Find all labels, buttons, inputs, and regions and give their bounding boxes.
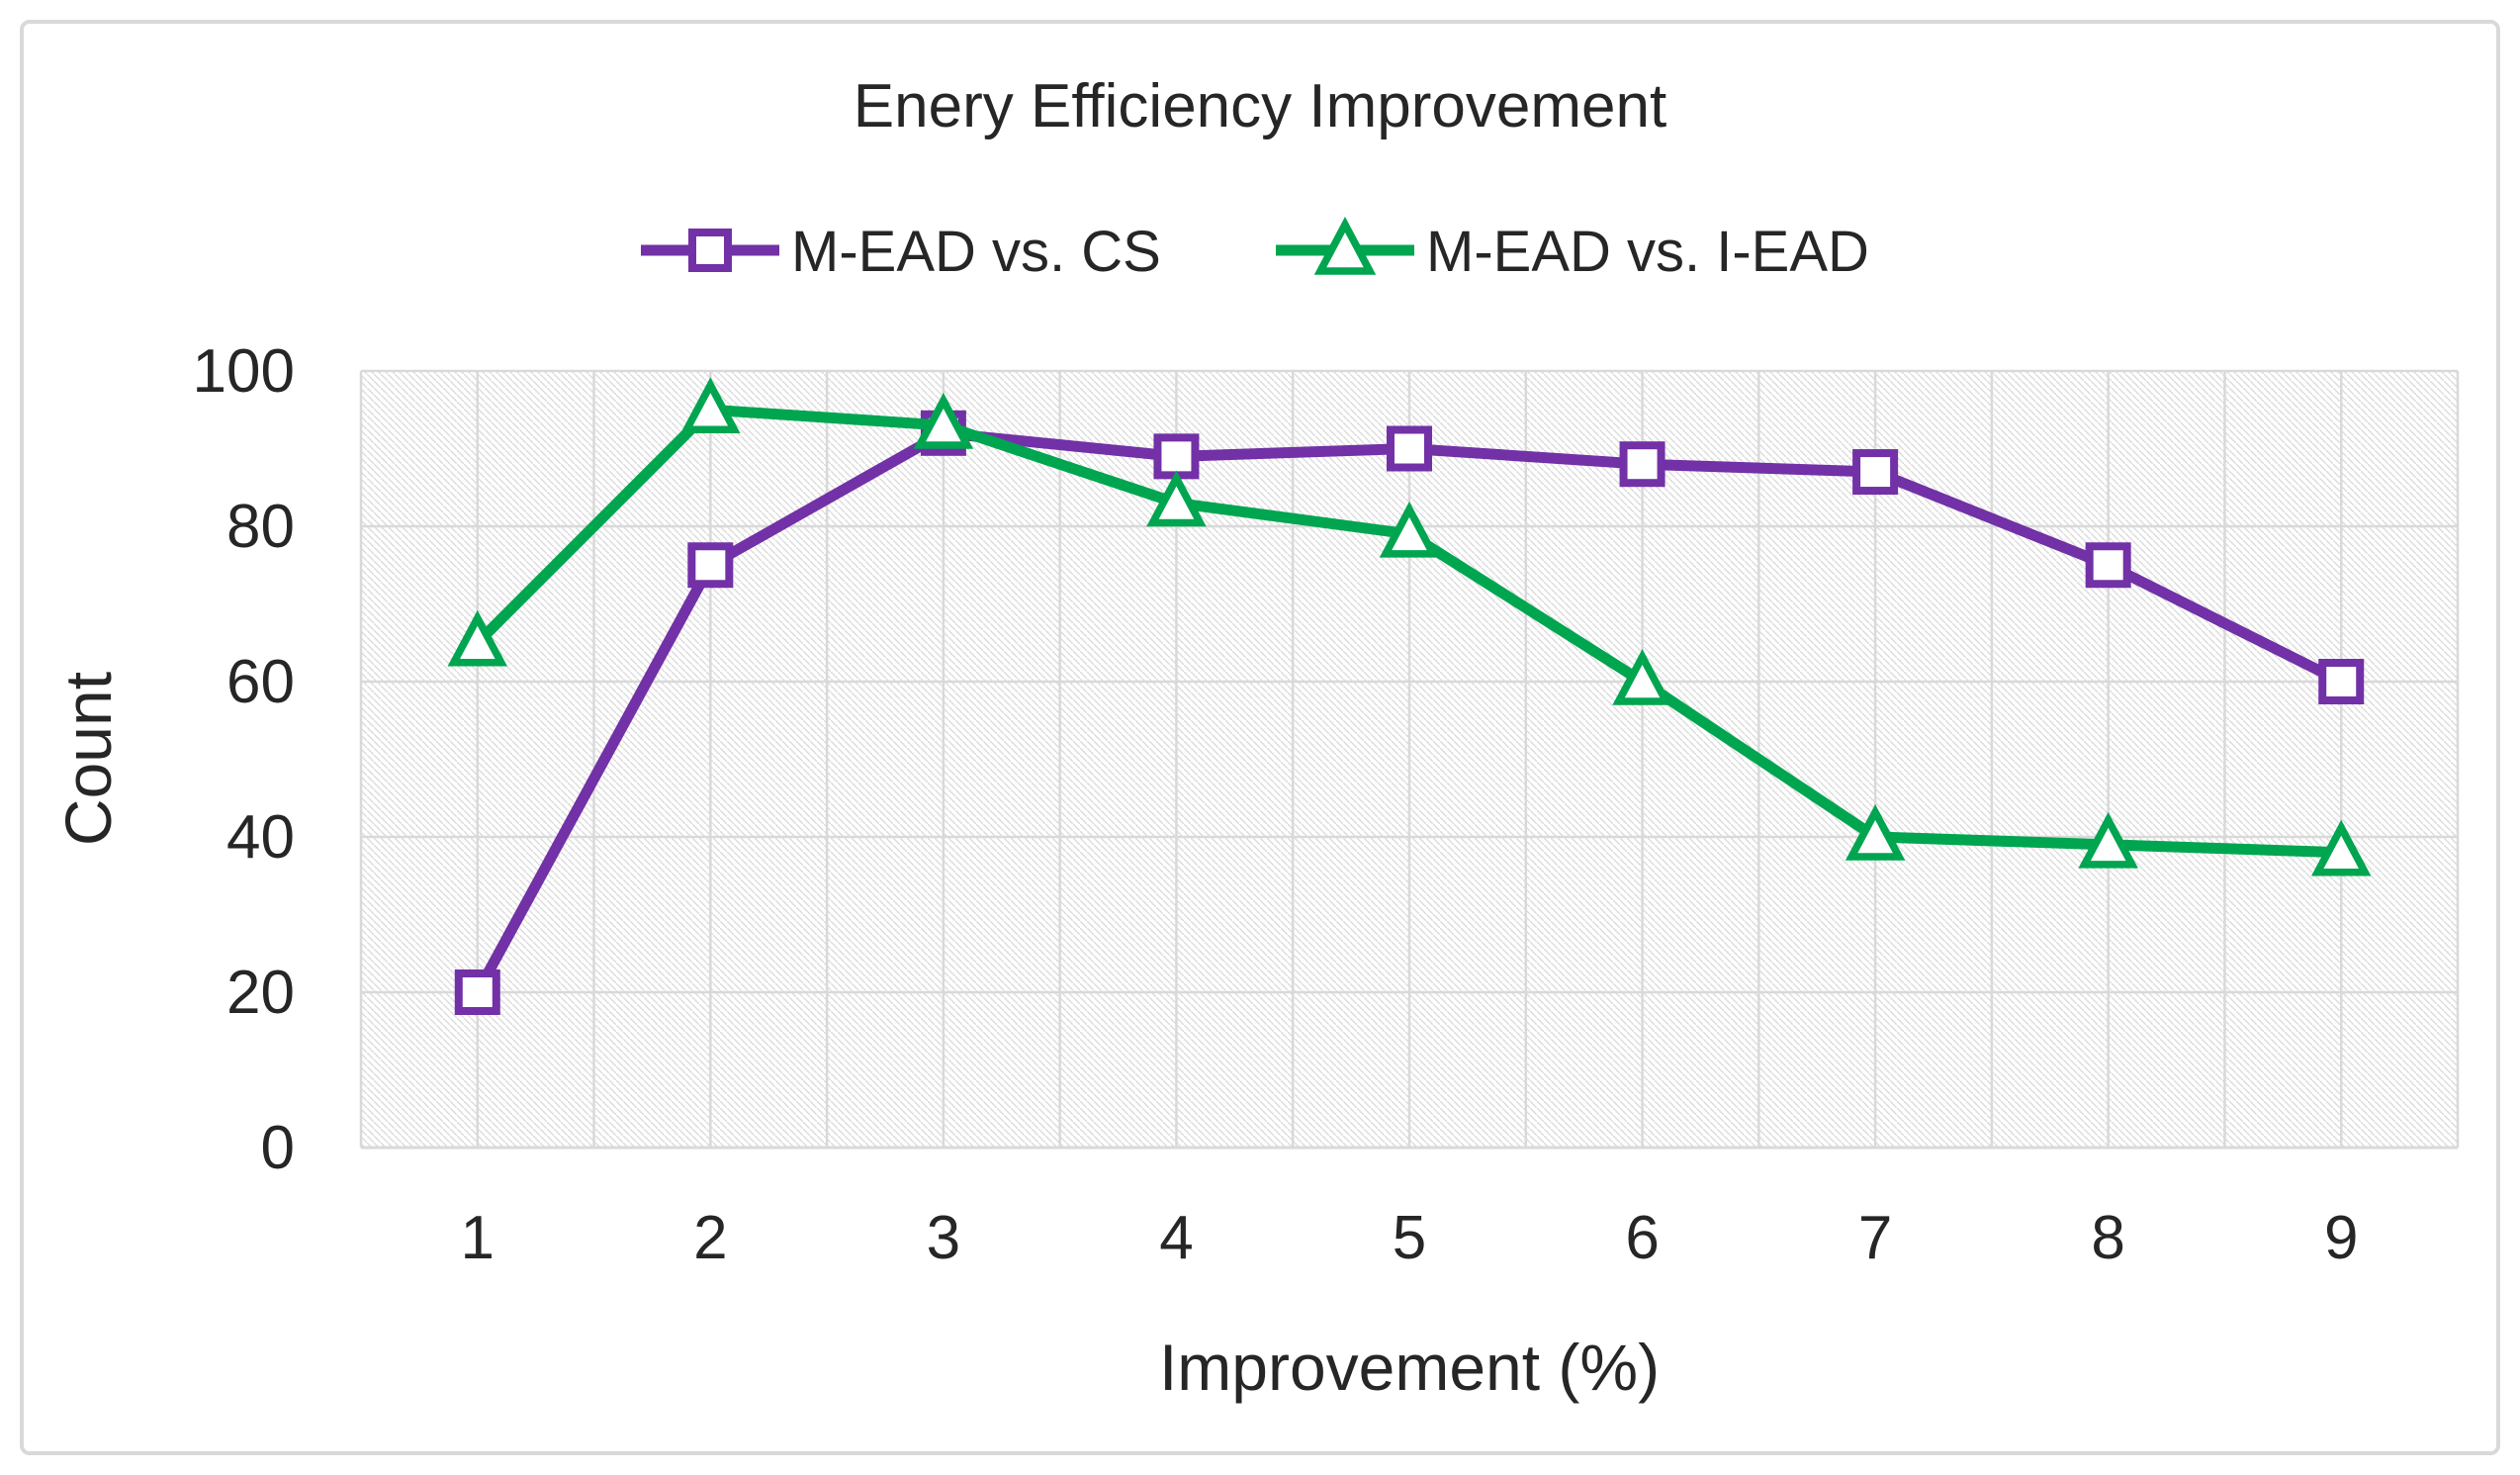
y-tick-label: 40 [226, 803, 295, 872]
triangle-marker [447, 609, 508, 667]
y-tick-label: 0 [261, 1114, 295, 1182]
x-tick-label: 5 [1393, 1204, 1426, 1272]
triangle-marker [1146, 470, 1207, 527]
triangle-marker [2310, 819, 2372, 876]
chart-title: Enery Efficiency Improvement [854, 72, 1666, 140]
y-tick-label: 20 [226, 959, 295, 1027]
triangle-marker [680, 377, 741, 433]
square-marker [1387, 425, 1432, 472]
square-marker [687, 542, 734, 589]
x-axis-title: Improvement (%) [1159, 1331, 1660, 1404]
triangle-marker [1845, 804, 1906, 861]
triangle-marker [913, 392, 974, 449]
series-m-ead-vs-cs [454, 410, 2365, 1015]
y-tick-label: 100 [193, 337, 295, 406]
tick-labels: 0 20 40 60 80 100 1 2 3 4 5 6 7 8 9 [193, 337, 2359, 1272]
y-axis-title: Count [51, 672, 125, 846]
legend-label-m-ead-vs-i-ead: M-EAD vs. I-EAD [1426, 220, 1869, 284]
legend-label-m-ead-vs-cs: M-EAD vs. CS [791, 220, 1161, 284]
square-marker [454, 969, 500, 1015]
square-marker [1619, 441, 1665, 488]
x-tick-label: 6 [1625, 1204, 1659, 1272]
x-tick-label: 9 [2324, 1204, 2358, 1272]
x-tick-label: 1 [461, 1204, 495, 1272]
x-tick-label: 3 [927, 1204, 960, 1272]
triangle-marker [1379, 501, 1440, 558]
legend-item-m-ead-vs-i-ead: M-EAD vs. I-EAD [1276, 217, 1869, 284]
triangle-marker [2078, 811, 2138, 869]
y-tick-label: 60 [226, 648, 295, 716]
square-marker [1153, 433, 1200, 480]
x-tick-label: 7 [1858, 1204, 1892, 1272]
x-tick-label: 8 [2091, 1204, 2124, 1272]
square-marker [2085, 542, 2131, 589]
series-layer [447, 377, 2372, 1015]
legend-square-marker-icon [688, 229, 732, 272]
legend: M-EAD vs. CS M-EAD vs. I-EAD [641, 217, 1869, 284]
square-marker [2318, 659, 2365, 704]
square-marker [1852, 449, 1899, 496]
x-tick-label: 2 [693, 1204, 727, 1272]
series-m-ead-vs-i-ead [447, 377, 2372, 876]
legend-triangle-marker-icon [1313, 217, 1377, 275]
x-tick-label: 4 [1159, 1204, 1193, 1272]
legend-item-m-ead-vs-cs: M-EAD vs. CS [641, 220, 1161, 284]
triangle-marker [1612, 649, 1672, 705]
y-tick-label: 80 [226, 493, 295, 561]
